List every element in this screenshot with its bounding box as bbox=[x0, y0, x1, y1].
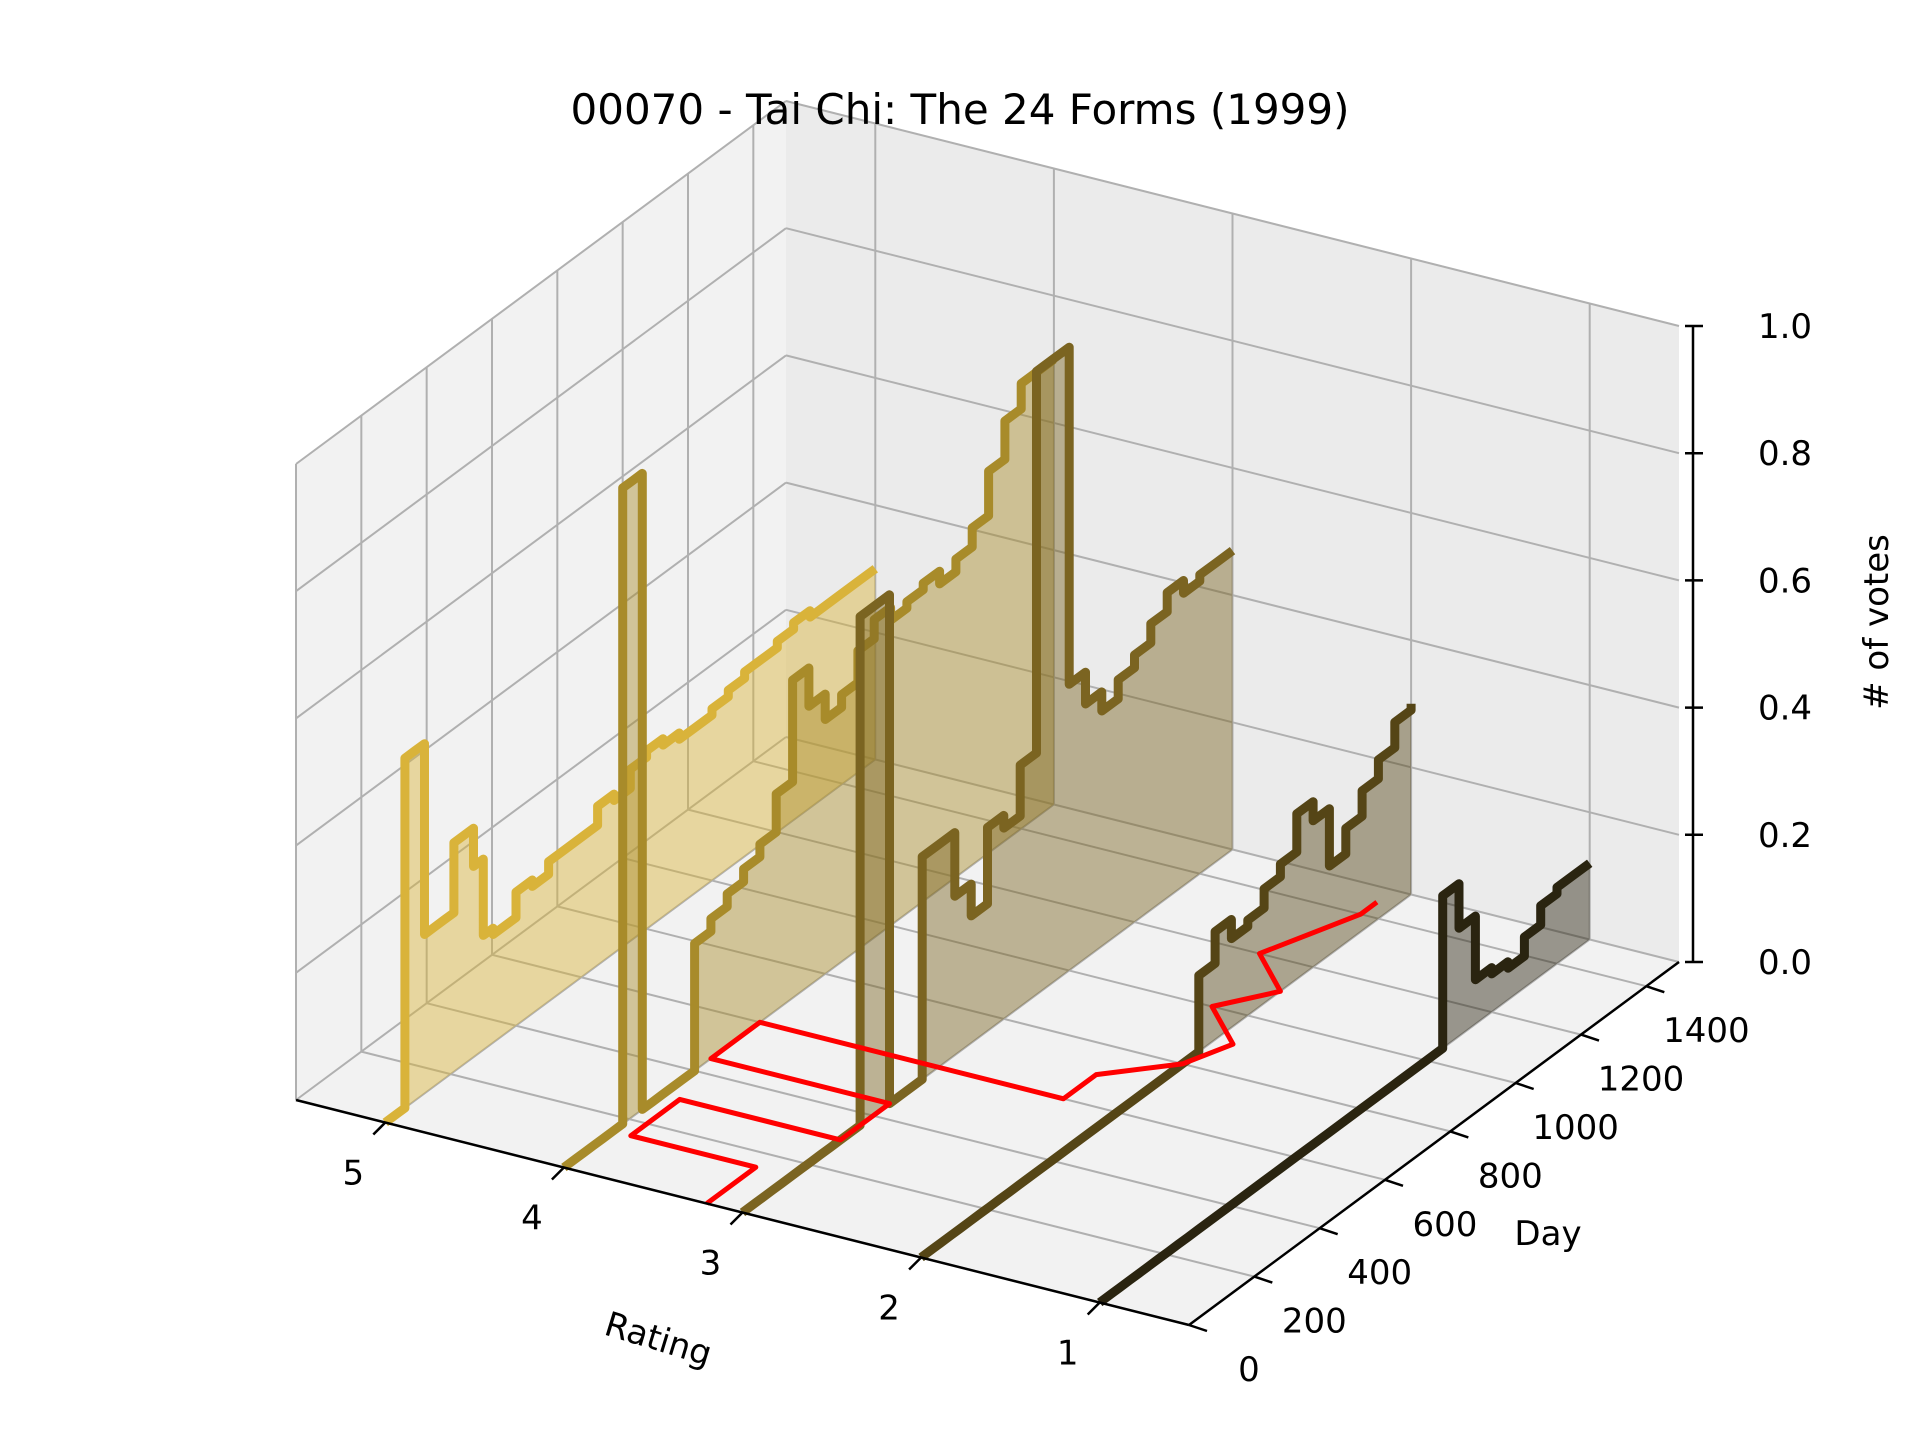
y-axis-line bbox=[1188, 960, 1680, 1327]
x-tick-2 bbox=[908, 1256, 922, 1271]
y-tick-label: 400 bbox=[1347, 1253, 1412, 1293]
gridline-votes-left bbox=[295, 736, 787, 1101]
gridline-votes-back bbox=[785, 354, 1680, 582]
gridline-day-floor bbox=[687, 808, 1582, 1036]
gridline-votes-back bbox=[785, 227, 1680, 455]
z-tick-label: 1.0 bbox=[1758, 307, 1812, 347]
series-layer bbox=[382, 342, 1593, 1307]
gridline-votes-back bbox=[785, 481, 1680, 709]
y-tick-label: 800 bbox=[1478, 1156, 1543, 1196]
gridline-rating-floor bbox=[384, 758, 876, 1124]
y-tick-600 bbox=[1384, 1178, 1404, 1187]
gridline-votes-left bbox=[295, 354, 787, 720]
x-tick-label: 1 bbox=[1057, 1334, 1079, 1374]
y-tick-label: 600 bbox=[1413, 1205, 1478, 1245]
y-tick-label: 1400 bbox=[1663, 1011, 1750, 1051]
z-tick-label: 0.6 bbox=[1758, 561, 1812, 601]
y-tick-1000 bbox=[1515, 1081, 1535, 1091]
y-tick-800 bbox=[1449, 1130, 1469, 1139]
gridline-day-floor bbox=[753, 760, 1647, 988]
x-tick-label: 2 bbox=[878, 1289, 900, 1329]
series-area-rating-4 bbox=[563, 359, 1054, 1168]
gridline-votes-back bbox=[785, 100, 1680, 327]
z-axis-label: # of votes bbox=[1857, 534, 1897, 710]
series-line-rating-1 bbox=[1097, 859, 1593, 1307]
gridline-votes-left bbox=[295, 227, 787, 593]
chart-title: 00070 - Tai Chi: The 24 Forms (1999) bbox=[571, 85, 1350, 134]
gridline-votes-left bbox=[295, 100, 787, 465]
z-tick-label: 0.2 bbox=[1758, 816, 1812, 856]
series-line-rating-5 bbox=[382, 565, 878, 1127]
gridline-votes-back bbox=[785, 736, 1680, 963]
gridline-votes-left bbox=[295, 481, 787, 847]
x-tick-label: 4 bbox=[521, 1199, 543, 1239]
y-tick-label: 1200 bbox=[1598, 1060, 1685, 1100]
gridline-votes-back bbox=[785, 608, 1680, 836]
mean-rating-line bbox=[628, 900, 1379, 1206]
y-axis-label: Day bbox=[1514, 1214, 1581, 1254]
x-axis-label: Rating bbox=[600, 1304, 717, 1374]
series-line-rating-3 bbox=[739, 342, 1236, 1217]
y-tick-label: 200 bbox=[1282, 1302, 1347, 1342]
y-tick-1400 bbox=[1645, 985, 1665, 994]
series-area-rating-5 bbox=[385, 568, 876, 1123]
x-tick-4 bbox=[551, 1166, 565, 1181]
y-tick-1200 bbox=[1580, 1033, 1600, 1042]
x-tick-1 bbox=[1086, 1301, 1101, 1316]
y-tick-0 bbox=[1188, 1323, 1208, 1333]
series-line-rating-4 bbox=[561, 355, 1057, 1172]
y-tick-label: 1000 bbox=[1532, 1108, 1619, 1148]
z-tick-label: 0.0 bbox=[1758, 943, 1812, 983]
gridline-day-floor bbox=[557, 905, 1451, 1133]
gridline-day-floor bbox=[622, 857, 1516, 1084]
x-tick-3 bbox=[729, 1211, 744, 1226]
gridlines bbox=[295, 100, 1680, 1326]
left-pane bbox=[296, 101, 786, 1100]
x-tick-5 bbox=[372, 1121, 387, 1136]
x-tick-label: 5 bbox=[342, 1154, 364, 1194]
y-tick-200 bbox=[1253, 1275, 1273, 1284]
z-tick-label: 0.8 bbox=[1758, 434, 1812, 474]
gridline-votes-left bbox=[295, 608, 787, 974]
y-tick-400 bbox=[1319, 1227, 1339, 1236]
x-tick-label: 3 bbox=[700, 1244, 722, 1284]
z-tick-label: 0.4 bbox=[1758, 689, 1812, 729]
series-area-rating-1 bbox=[1099, 863, 1590, 1303]
y-tick-label: 0 bbox=[1238, 1350, 1260, 1390]
series-line-rating-2 bbox=[918, 703, 1416, 1262]
series-area-rating-3 bbox=[742, 347, 1233, 1213]
